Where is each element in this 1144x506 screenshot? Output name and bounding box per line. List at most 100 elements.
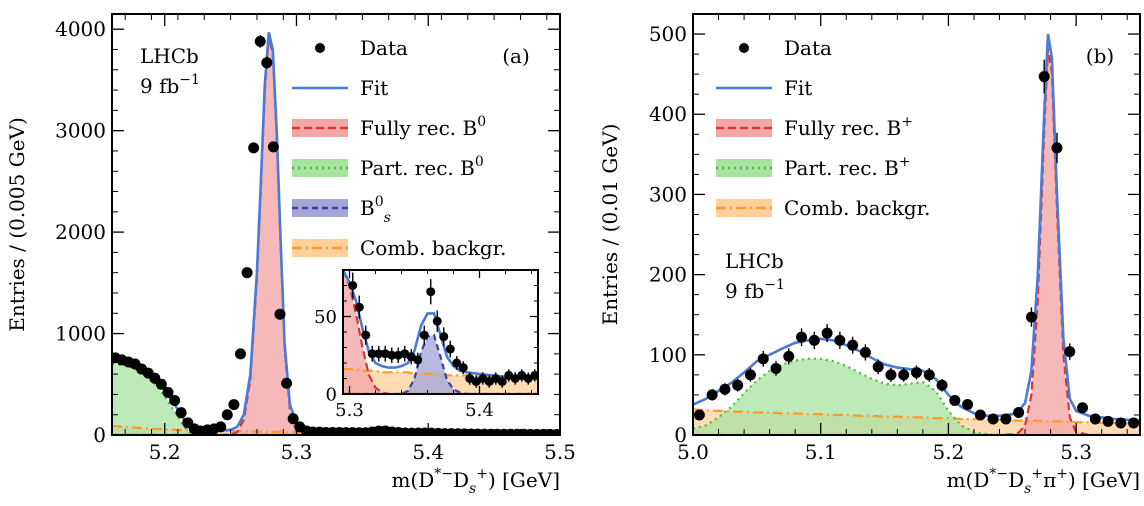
legend-label-bs-part: s <box>384 210 391 226</box>
y-axis-label: Entries / (0.005 GeV) <box>5 117 29 332</box>
data-point <box>719 383 731 395</box>
data-point <box>497 377 507 387</box>
data-point <box>1064 346 1076 358</box>
x-tick-label-part: 5.5 <box>544 440 576 464</box>
x-axis-label-part: ) [GeV] <box>488 468 560 492</box>
full-line <box>343 270 538 394</box>
comb-line <box>343 368 538 380</box>
y-tick-label-part: 400 <box>649 102 687 126</box>
comb-area <box>112 425 560 435</box>
y-tick-label: 2000 <box>55 220 106 244</box>
x-axis-label-part: D <box>1008 468 1024 492</box>
data-point <box>274 308 286 320</box>
data-point <box>234 348 246 360</box>
data-point <box>911 366 922 378</box>
data-point <box>1013 407 1025 419</box>
data-point <box>367 349 377 359</box>
data-point <box>287 413 299 425</box>
y-tick-label-part: 2000 <box>55 220 106 244</box>
data-point <box>551 428 560 435</box>
x-tick-label: 5.3 <box>281 440 313 464</box>
data-point <box>439 332 449 342</box>
x-tick-label-part: 5.3 <box>281 440 313 464</box>
full-area <box>693 48 1140 435</box>
data-point <box>169 395 181 407</box>
x-tick-label: 5.0 <box>677 440 709 464</box>
legend-label-data: Data <box>360 36 408 60</box>
y-axis-label-part: Entries / (0.01 GeV) <box>598 124 622 326</box>
data-point <box>796 331 808 343</box>
legend-label-full-part: Fully rec. B <box>360 116 477 140</box>
x-axis-label-part: + <box>1056 466 1068 482</box>
x-tick-label-part: 5.0 <box>677 440 709 464</box>
x-tick-label: 5.3 <box>335 400 364 421</box>
luminosity-label-part: −1 <box>179 72 200 88</box>
legend-label-full: Fully rec. B+ <box>784 114 913 140</box>
x-tick-label-part: 5.3 <box>335 400 364 421</box>
x-axis-label-part: + <box>476 466 488 482</box>
data-point <box>1025 311 1037 323</box>
y-tick-label: 200 <box>649 263 687 287</box>
data-point <box>987 413 999 425</box>
legend-bs-patch <box>292 199 348 217</box>
full-area <box>343 270 538 394</box>
lhcb-label: LHCb <box>725 249 784 273</box>
fit-line <box>693 33 1140 422</box>
x-tick-label-part: 5.2 <box>149 440 181 464</box>
legend-part-patch <box>716 159 772 177</box>
data-point <box>348 281 358 290</box>
legend-label-full-part: Fully rec. B <box>784 116 901 140</box>
x-axis-label-part: ) [GeV] <box>1068 468 1140 492</box>
data-point <box>1038 71 1050 83</box>
data-point <box>248 142 260 154</box>
y-tick-label-part: 4000 <box>55 17 106 41</box>
legend-label-fit-part: Fit <box>784 76 812 100</box>
y-tick-label: 400 <box>649 102 687 126</box>
legend-label-bs-part: 0 <box>375 194 384 210</box>
y-tick-label: 4000 <box>55 17 106 41</box>
part-area <box>693 358 1140 435</box>
plot-area <box>112 32 560 435</box>
panel-label: (a) <box>502 44 530 68</box>
x-tick-label-part: 5.2 <box>933 440 965 464</box>
data-point <box>693 409 705 421</box>
x-tick-label-part: 5.1 <box>805 440 837 464</box>
y-tick-label: 300 <box>649 182 687 206</box>
data-point <box>281 377 293 389</box>
y-tick-label-part: 300 <box>649 182 687 206</box>
legend-label-data: Data <box>784 36 832 60</box>
x-tick-label: 5.5 <box>544 440 576 464</box>
data-point <box>1128 417 1140 429</box>
y-tick-label-part: 200 <box>649 263 687 287</box>
data-point <box>374 349 384 359</box>
data-point <box>834 334 846 346</box>
legend-label-part: Part. rec. B0 <box>360 154 484 180</box>
x-axis-label: m(D*−Ds+) [GeV] <box>391 466 560 497</box>
y-axis-label-part: Entries / (0.005 GeV) <box>5 117 29 332</box>
x-axis-label-part: π <box>1043 468 1056 492</box>
data-point <box>744 369 756 381</box>
x-axis-label-part: s <box>1024 481 1031 497</box>
panel-label-part: (b) <box>1086 44 1114 68</box>
y-tick-label-part: 50 <box>314 307 337 328</box>
data-point <box>155 378 167 390</box>
legend-label-full: Fully rec. B0 <box>360 114 486 140</box>
data-point <box>923 369 935 381</box>
legend-label-part: Part. rec. B+ <box>784 154 911 180</box>
legend-label-comb: Comb. backgr. <box>360 236 506 260</box>
y-tick-label-part: 500 <box>649 22 687 46</box>
lhcb-label-part: LHCb <box>725 249 784 273</box>
legend-label-part-part: Part. rec. B <box>784 156 899 180</box>
x-tick-label-part: 5.4 <box>412 440 444 464</box>
data-point <box>426 287 436 297</box>
data-point <box>387 350 397 360</box>
data-point <box>221 409 233 421</box>
data-point <box>215 421 227 433</box>
legend-label-fit: Fit <box>784 76 812 100</box>
plot-area <box>693 33 1140 435</box>
x-tick-label: 5.2 <box>149 440 181 464</box>
x-axis-label-part: *− <box>989 466 1008 482</box>
data-point <box>228 399 240 411</box>
inset: 5.3 5.4 0 50 <box>314 269 539 421</box>
data-point <box>254 35 266 47</box>
